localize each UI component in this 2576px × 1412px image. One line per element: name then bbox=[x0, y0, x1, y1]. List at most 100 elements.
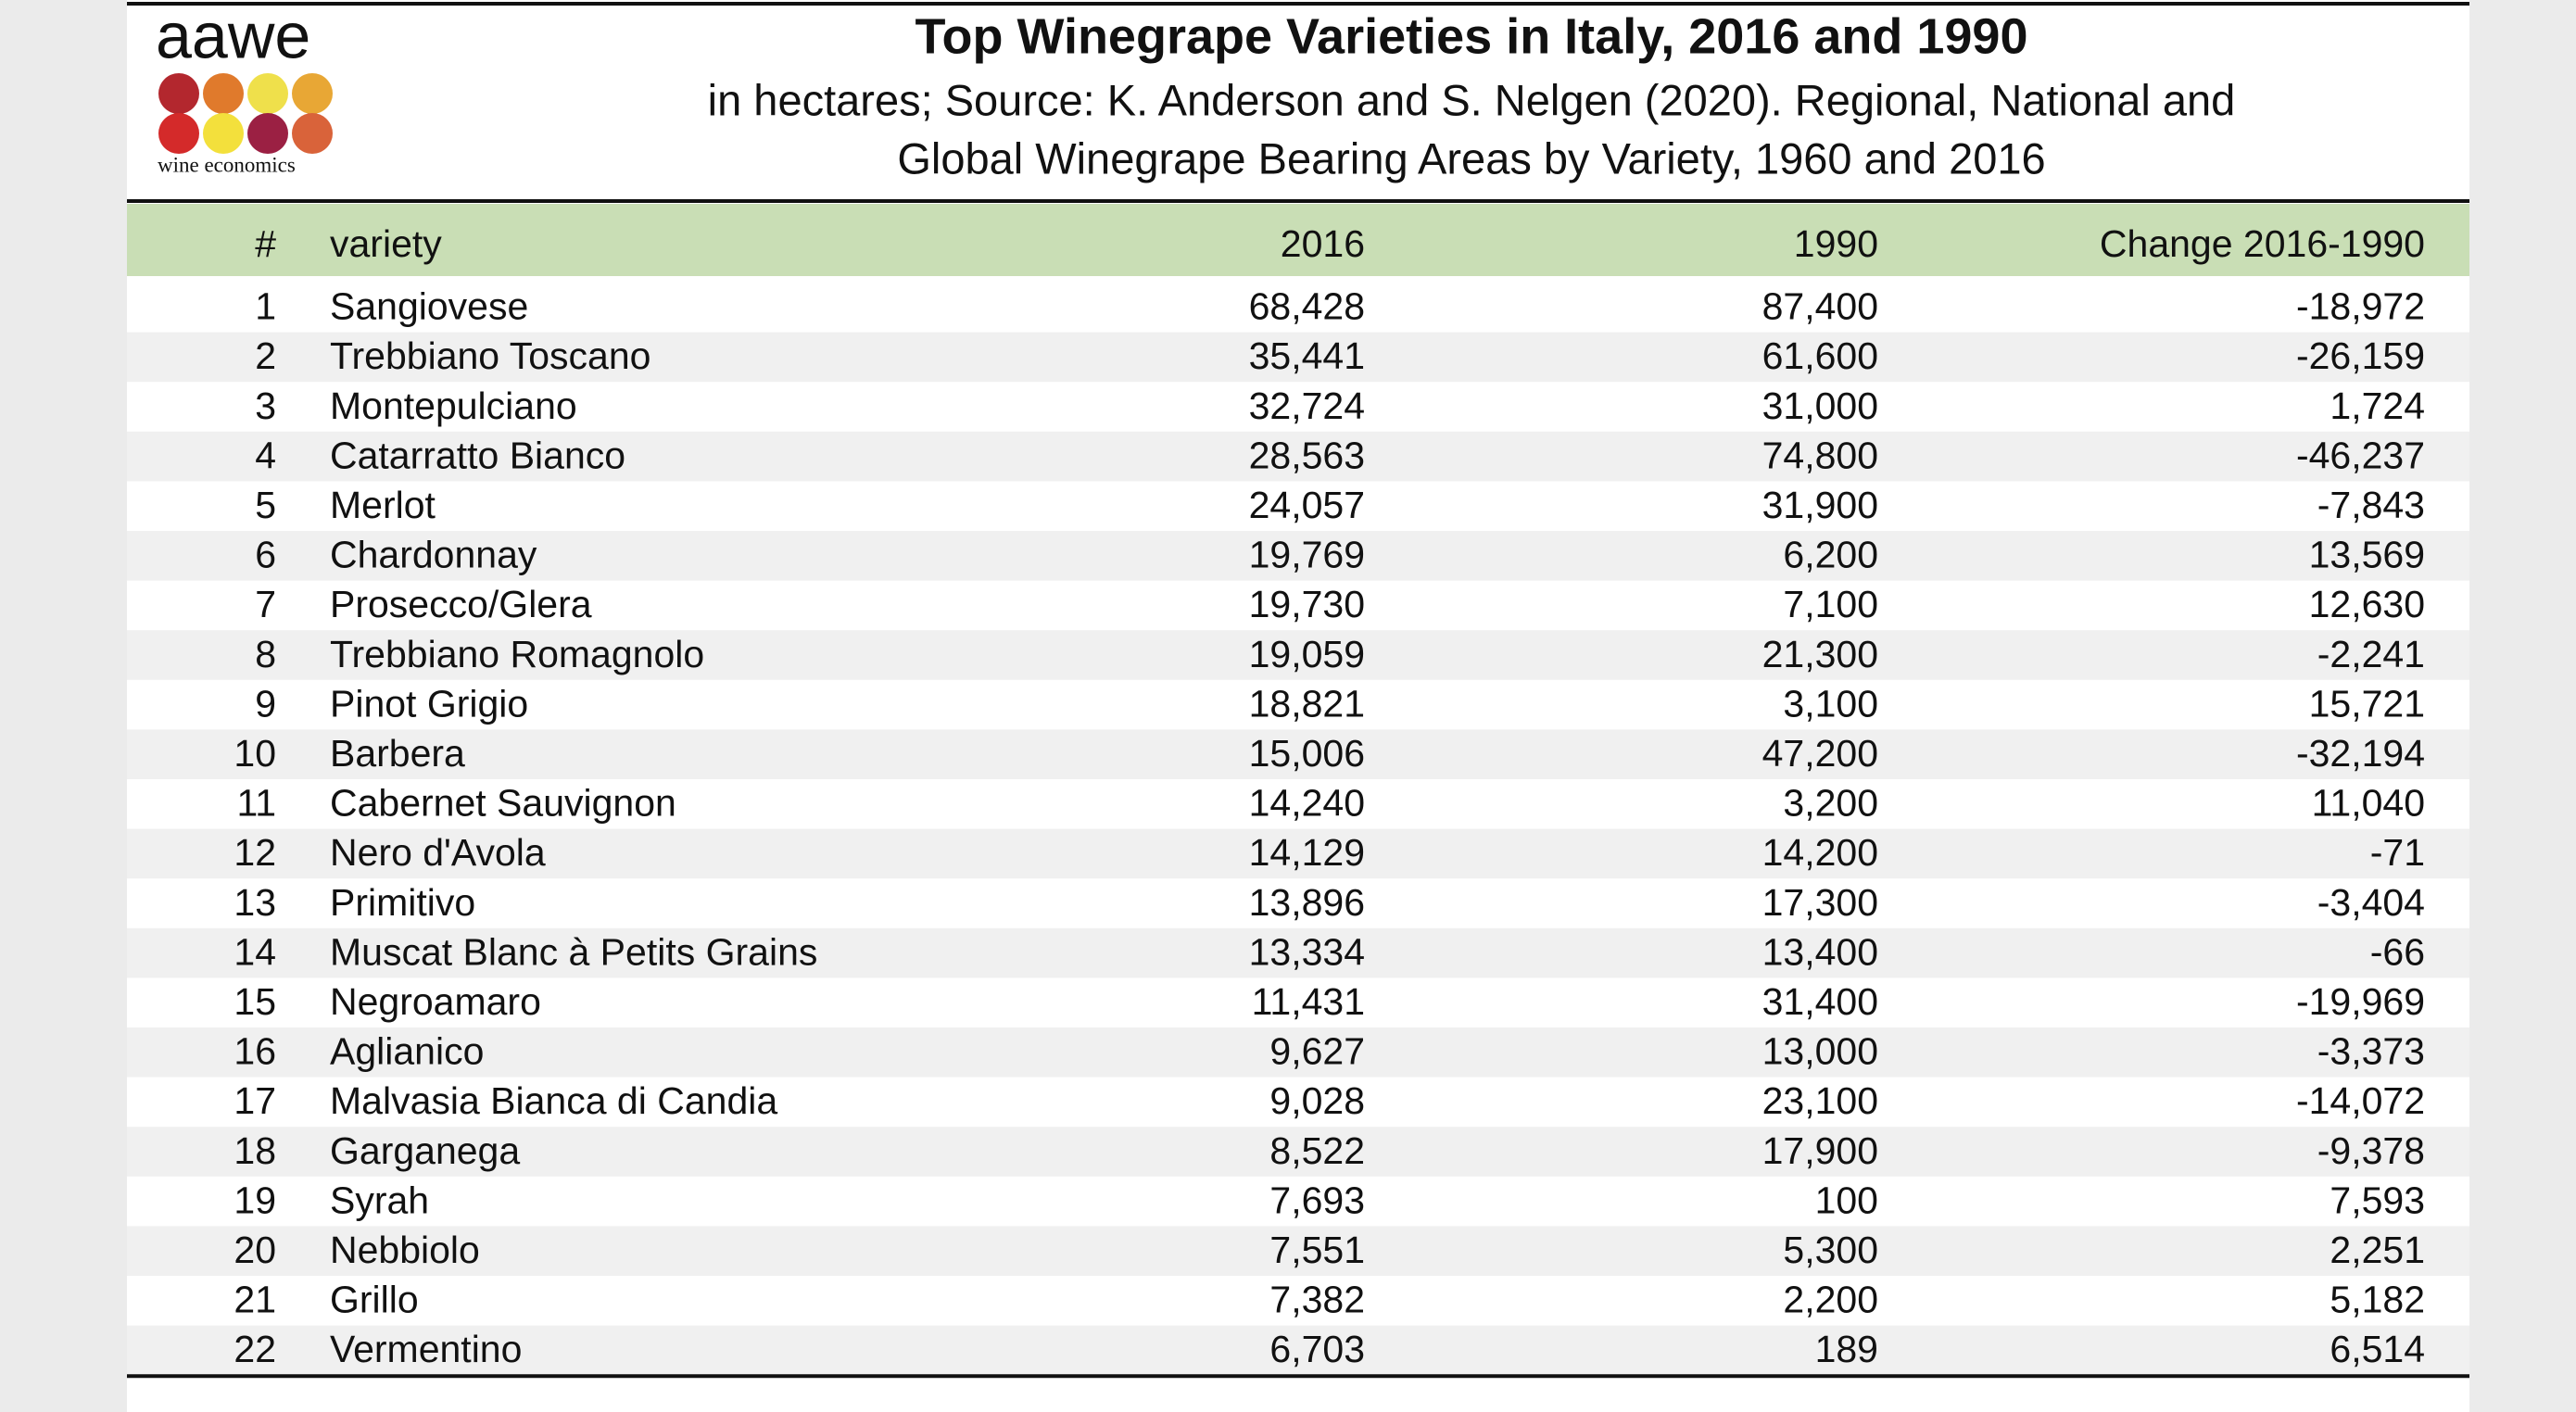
table-cell: 8 bbox=[255, 633, 276, 675]
table-cell: 31,400 bbox=[1762, 980, 1878, 1023]
table-cell: Montepulciano bbox=[330, 385, 577, 427]
table-cell: 14,200 bbox=[1762, 831, 1878, 874]
table-cell: Prosecco/Glera bbox=[330, 583, 592, 625]
logo-dot bbox=[292, 113, 333, 154]
table-cell: Barbera bbox=[330, 732, 465, 775]
table-cell: 13 bbox=[234, 881, 276, 924]
table-cell: -2,241 bbox=[2317, 633, 2425, 675]
table-cell: Trebbiano Romagnolo bbox=[330, 633, 704, 675]
table-cell: 9,627 bbox=[1269, 1030, 1365, 1073]
table-cell: 2 bbox=[255, 334, 276, 377]
table-cell: 14 bbox=[234, 930, 276, 973]
column-header: variety bbox=[330, 222, 442, 265]
table-cell: 15,006 bbox=[1249, 732, 1365, 775]
table-cell: 16 bbox=[234, 1030, 276, 1073]
table-cell: Negroamaro bbox=[330, 980, 541, 1023]
logo-dot bbox=[247, 113, 288, 154]
table-cell: 13,569 bbox=[2309, 534, 2425, 576]
table-cell: 12,630 bbox=[2309, 583, 2425, 625]
table-cell: 28,563 bbox=[1249, 434, 1365, 476]
table-cell: -19,969 bbox=[2296, 980, 2425, 1023]
table-cell: Nebbiolo bbox=[330, 1229, 480, 1271]
table-cell: 24,057 bbox=[1249, 484, 1365, 526]
table-cell: 14,129 bbox=[1249, 831, 1365, 874]
table-cell: Sangiovese bbox=[330, 285, 528, 328]
row-band bbox=[127, 531, 2469, 581]
table-cell: 22 bbox=[234, 1328, 276, 1370]
table-cell: 7,551 bbox=[1269, 1229, 1365, 1271]
row-band bbox=[127, 332, 2469, 383]
table-cell: 6,703 bbox=[1269, 1328, 1365, 1370]
logo: aawe wine economics bbox=[156, 0, 333, 176]
table-cell: -71 bbox=[2370, 831, 2425, 874]
table-cell: 21,300 bbox=[1762, 633, 1878, 675]
table-cell: 1 bbox=[255, 285, 276, 328]
table-cell: 17,300 bbox=[1762, 881, 1878, 924]
table-cell: 3,100 bbox=[1783, 682, 1878, 725]
table-cell: -18,972 bbox=[2296, 285, 2425, 328]
table-cell: 8,522 bbox=[1269, 1129, 1365, 1172]
table-cell: -14,072 bbox=[2296, 1079, 2425, 1122]
table-cell: 11,431 bbox=[1252, 980, 1365, 1023]
logo-text: aawe bbox=[156, 0, 310, 71]
table-cell: Vermentino bbox=[330, 1328, 522, 1370]
table-cell: 2,200 bbox=[1783, 1279, 1878, 1321]
table-cell: 5 bbox=[255, 484, 276, 526]
row-band bbox=[127, 927, 2469, 978]
table-cell: 21 bbox=[234, 1279, 276, 1321]
table-cell: Syrah bbox=[330, 1179, 429, 1221]
table-cell: Trebbiano Toscano bbox=[330, 334, 650, 377]
table-cell: 11,040 bbox=[2312, 782, 2425, 825]
table-cell: 61,600 bbox=[1762, 334, 1878, 377]
row-band bbox=[127, 729, 2469, 779]
table-cell: Nero d'Avola bbox=[330, 831, 546, 874]
table-cell: -3,404 bbox=[2317, 881, 2425, 924]
subtitle: in hectares; Source: K. Anderson and S. … bbox=[708, 75, 2236, 124]
table-cell: Cabernet Sauvignon bbox=[330, 782, 676, 825]
table-cell: 7,382 bbox=[1269, 1279, 1365, 1321]
table-cell: -7,843 bbox=[2317, 484, 2425, 526]
table-cell: 18,821 bbox=[1249, 682, 1365, 725]
table-cell: -32,194 bbox=[2296, 732, 2425, 775]
table-cell: 6,514 bbox=[2330, 1328, 2425, 1370]
table-cell: 100 bbox=[1815, 1179, 1878, 1221]
table-cell: Muscat Blanc à Petits Grains bbox=[330, 930, 817, 973]
table-header-band bbox=[127, 204, 2469, 276]
table-cell: -3,373 bbox=[2317, 1030, 2425, 1073]
table-cell: -9,378 bbox=[2317, 1129, 2425, 1172]
table-cell: 7 bbox=[255, 583, 276, 625]
table-cell: Chardonnay bbox=[330, 534, 537, 576]
title: Top Winegrape Varieties in Italy, 2016 a… bbox=[915, 8, 2028, 64]
table-cell: 19,730 bbox=[1249, 583, 1365, 625]
table-cell: 5,300 bbox=[1783, 1229, 1878, 1271]
subtitle: Global Winegrape Bearing Areas by Variet… bbox=[897, 133, 2045, 183]
row-band bbox=[127, 828, 2469, 879]
logo-dot bbox=[158, 73, 199, 114]
table-cell: 31,900 bbox=[1762, 484, 1878, 526]
table-cell: 35,441 bbox=[1249, 334, 1365, 377]
table-cell: 4 bbox=[255, 434, 276, 476]
table-cell: Catarratto Bianco bbox=[330, 434, 625, 476]
row-band bbox=[127, 1127, 2469, 1177]
table-cell: 9 bbox=[255, 682, 276, 725]
table-cell: 189 bbox=[1815, 1328, 1878, 1370]
table-cell: 14,240 bbox=[1249, 782, 1365, 825]
table-cell: 20 bbox=[234, 1229, 276, 1271]
column-header: 1990 bbox=[1794, 222, 1878, 265]
table-cell: 15 bbox=[234, 980, 276, 1023]
row-band bbox=[127, 630, 2469, 680]
column-header: Change 2016-1990 bbox=[2100, 222, 2425, 265]
table-cell: 2,251 bbox=[2330, 1229, 2425, 1271]
table-cell: 12 bbox=[234, 831, 276, 874]
table-cell: 6 bbox=[255, 534, 276, 576]
table-cell: 13,334 bbox=[1249, 930, 1365, 973]
table-cell: 10 bbox=[234, 732, 276, 775]
table-cell: 1,724 bbox=[2330, 385, 2425, 427]
table-cell: 19 bbox=[234, 1179, 276, 1221]
table-cell: 13,400 bbox=[1762, 930, 1878, 973]
table-cell: -66 bbox=[2370, 930, 2425, 973]
table-cell: 3,200 bbox=[1783, 782, 1878, 825]
logo-dot bbox=[292, 73, 333, 114]
table-cell: Aglianico bbox=[330, 1030, 484, 1073]
